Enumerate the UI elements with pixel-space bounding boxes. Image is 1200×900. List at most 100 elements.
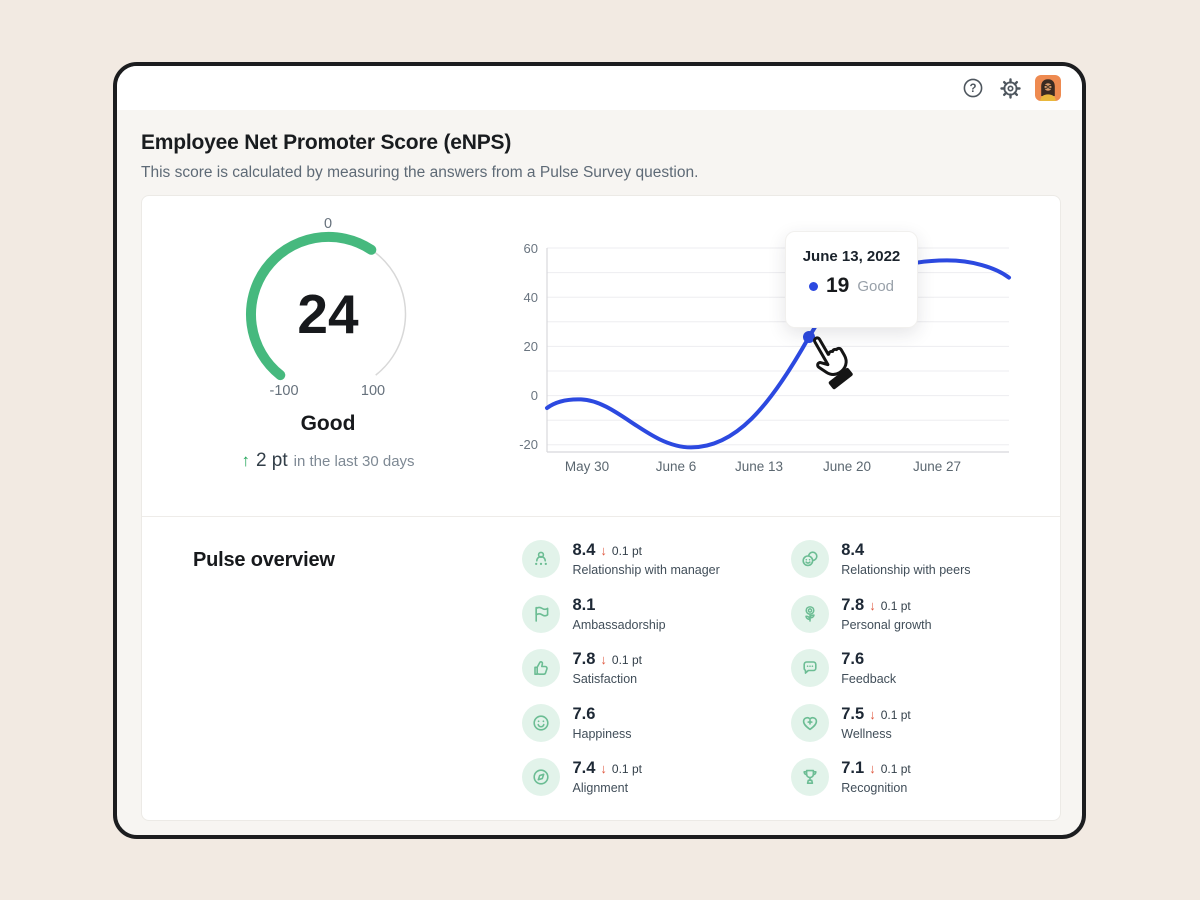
alignment-compass-icon: [522, 758, 561, 796]
svg-text:0: 0: [531, 388, 538, 403]
svg-text:June 20: June 20: [823, 459, 871, 474]
happiness-smiley-icon: [522, 703, 561, 742]
trend-caption: in the last 30 days: [293, 452, 415, 470]
metric-wellness[interactable]: 7.5 ↓ 0.1 pt Wellness: [791, 703, 1060, 742]
gauge-value: 24: [297, 283, 359, 345]
metric-happiness[interactable]: 7.6 Happiness: [522, 703, 791, 742]
relationship-with-peers-icon: [791, 540, 830, 578]
pulse-overview-title: Pulse overview: [193, 549, 335, 571]
metric-feedback[interactable]: 7.6 Feedback: [791, 649, 1060, 687]
metric-score: 7.8: [841, 595, 865, 614]
metric-alignment[interactable]: 7.4 ↓ 0.1 pt Alignment: [522, 758, 791, 796]
enps-line-series: [545, 258, 1011, 450]
arrow-down-icon: ↓: [869, 597, 876, 613]
svg-text:?: ?: [969, 83, 976, 95]
y-axis-labels: 60 40 20 0 -20: [519, 241, 538, 452]
svg-text:May 30: May 30: [565, 459, 609, 474]
ambassadorship-icon: [522, 594, 561, 633]
enps-gauge: 0 24 -100 100 Good ↑ 2 pt in the last 30…: [238, 214, 418, 472]
trend-value: 2 pt: [255, 450, 288, 471]
metric-label: Relationship with manager: [572, 563, 720, 577]
metric-delta: 0.1 pt: [611, 653, 642, 667]
metric-score: 8.4: [841, 541, 865, 559]
gear-icon: [999, 77, 1021, 99]
series-dot-icon: [808, 281, 818, 291]
personal-growth-flower-icon: [791, 594, 830, 633]
svg-text:-20: -20: [519, 437, 538, 452]
satisfaction-thumbs-up-icon: [522, 649, 561, 687]
metric-label: Wellness: [841, 726, 892, 741]
metric-delta: 0.1 pt: [880, 762, 911, 776]
svg-text:June 6: June 6: [656, 459, 697, 474]
metric-label: Happiness: [572, 726, 632, 741]
pulse-overview-section: Pulse overview: [142, 517, 1060, 813]
feedback-chat-icon: [791, 649, 830, 687]
metric-label: Relationship with peers: [841, 563, 971, 577]
app-window: ?: [113, 62, 1086, 839]
metric-label: Ambassadorship: [572, 617, 666, 632]
gauge-scale-min: -100: [269, 383, 298, 399]
metric-label: Feedback: [841, 672, 897, 686]
relationship-with-manager-icon: [522, 540, 561, 578]
metric-satisfaction[interactable]: 7.8 ↓ 0.1 pt Satisfaction: [522, 649, 791, 687]
topbar: ?: [117, 66, 1082, 110]
metric-personal-growth[interactable]: 7.8 ↓ 0.1 pt Personal growth: [791, 594, 1060, 633]
page-title: Employee Net Promoter Score (eNPS): [141, 131, 512, 154]
x-axis-labels: May 30 June 6 June 13 June 20 June 27: [565, 459, 961, 474]
tooltip-value: 19: [825, 274, 850, 297]
recognition-trophy-icon: [791, 758, 830, 796]
metric-score: 8.1: [572, 595, 596, 614]
enps-trend-chart[interactable]: 60 40 20 0 -20 May 30 June 6 June 13 Jun…: [497, 231, 1017, 479]
tooltip-label: Good: [857, 277, 895, 295]
metric-ambassadorship[interactable]: 8.1 Ambassadorship: [522, 594, 791, 633]
arrow-down-icon: ↓: [600, 652, 607, 667]
hovered-data-point[interactable]: [803, 331, 815, 343]
chart-tooltip: June 13, 2022 19 Good: [785, 231, 918, 328]
metric-delta: 0.1 pt: [880, 707, 911, 722]
gauge-status: Good: [300, 412, 356, 435]
svg-text:June 13: June 13: [735, 459, 783, 474]
metric-score: 7.1: [841, 759, 865, 777]
metric-label: Satisfaction: [572, 672, 638, 686]
arrow-down-icon: ↓: [869, 706, 876, 722]
svg-text:60: 60: [524, 244, 538, 256]
gauge-chart: 0 24 -100 100: [246, 216, 407, 399]
arrow-down-icon: ↓: [600, 543, 607, 558]
metric-score: 8.4: [572, 541, 596, 559]
metric-score: 7.5: [841, 704, 865, 723]
metric-delta: 0.1 pt: [880, 598, 911, 613]
page-content: Employee Net Promoter Score (eNPS) This …: [117, 131, 1082, 821]
metric-recognition[interactable]: 7.1 ↓ 0.1 pt Recognition: [791, 758, 1060, 796]
gauge-scale-max: 100: [361, 383, 385, 399]
metric-label: Alignment: [572, 781, 629, 795]
help-icon: ?: [963, 78, 983, 98]
metric-label: Personal growth: [841, 617, 932, 632]
metric-score: 7.8: [572, 650, 596, 668]
svg-text:June 27: June 27: [913, 459, 961, 474]
gauge-trend: ↑ 2 pt in the last 30 days: [238, 450, 418, 472]
gridlines: [547, 247, 1009, 446]
metric-score: 7.6: [572, 704, 596, 723]
gauge-fill: [246, 231, 377, 381]
svg-text:40: 40: [524, 290, 538, 305]
metric-score: 7.6: [841, 650, 865, 668]
line-chart[interactable]: 60 40 20 0 -20 May 30 June 6 June 13 Jun…: [497, 241, 1017, 479]
help-button[interactable]: ?: [961, 76, 985, 100]
cursor-hand-icon: [812, 336, 853, 390]
metric-label: Recognition: [841, 781, 908, 795]
metric-delta: 0.1 pt: [611, 544, 642, 558]
wellness-heart-icon: [791, 703, 830, 742]
metric-relationship-with-manager[interactable]: 8.4 ↓ 0.1 pt Relationship with manager: [522, 540, 791, 578]
metric-relationship-with-peers[interactable]: 8.4 Relationship with peers: [791, 540, 1060, 578]
svg-text:20: 20: [524, 339, 538, 354]
pulse-column-2: 8.4 Relationship with peers: [791, 540, 1060, 813]
metric-delta: 0.1 pt: [611, 762, 642, 776]
gauge-scale-top: 0: [324, 216, 332, 232]
section-divider: [142, 516, 1060, 517]
pulse-column-1: 8.4 ↓ 0.1 pt Relationship with manager: [522, 540, 791, 813]
settings-button[interactable]: [998, 76, 1022, 100]
metric-score: 7.4: [572, 759, 596, 777]
trend-up-icon: ↑: [241, 451, 250, 470]
user-avatar[interactable]: [1035, 75, 1061, 101]
axes: [546, 248, 1009, 453]
